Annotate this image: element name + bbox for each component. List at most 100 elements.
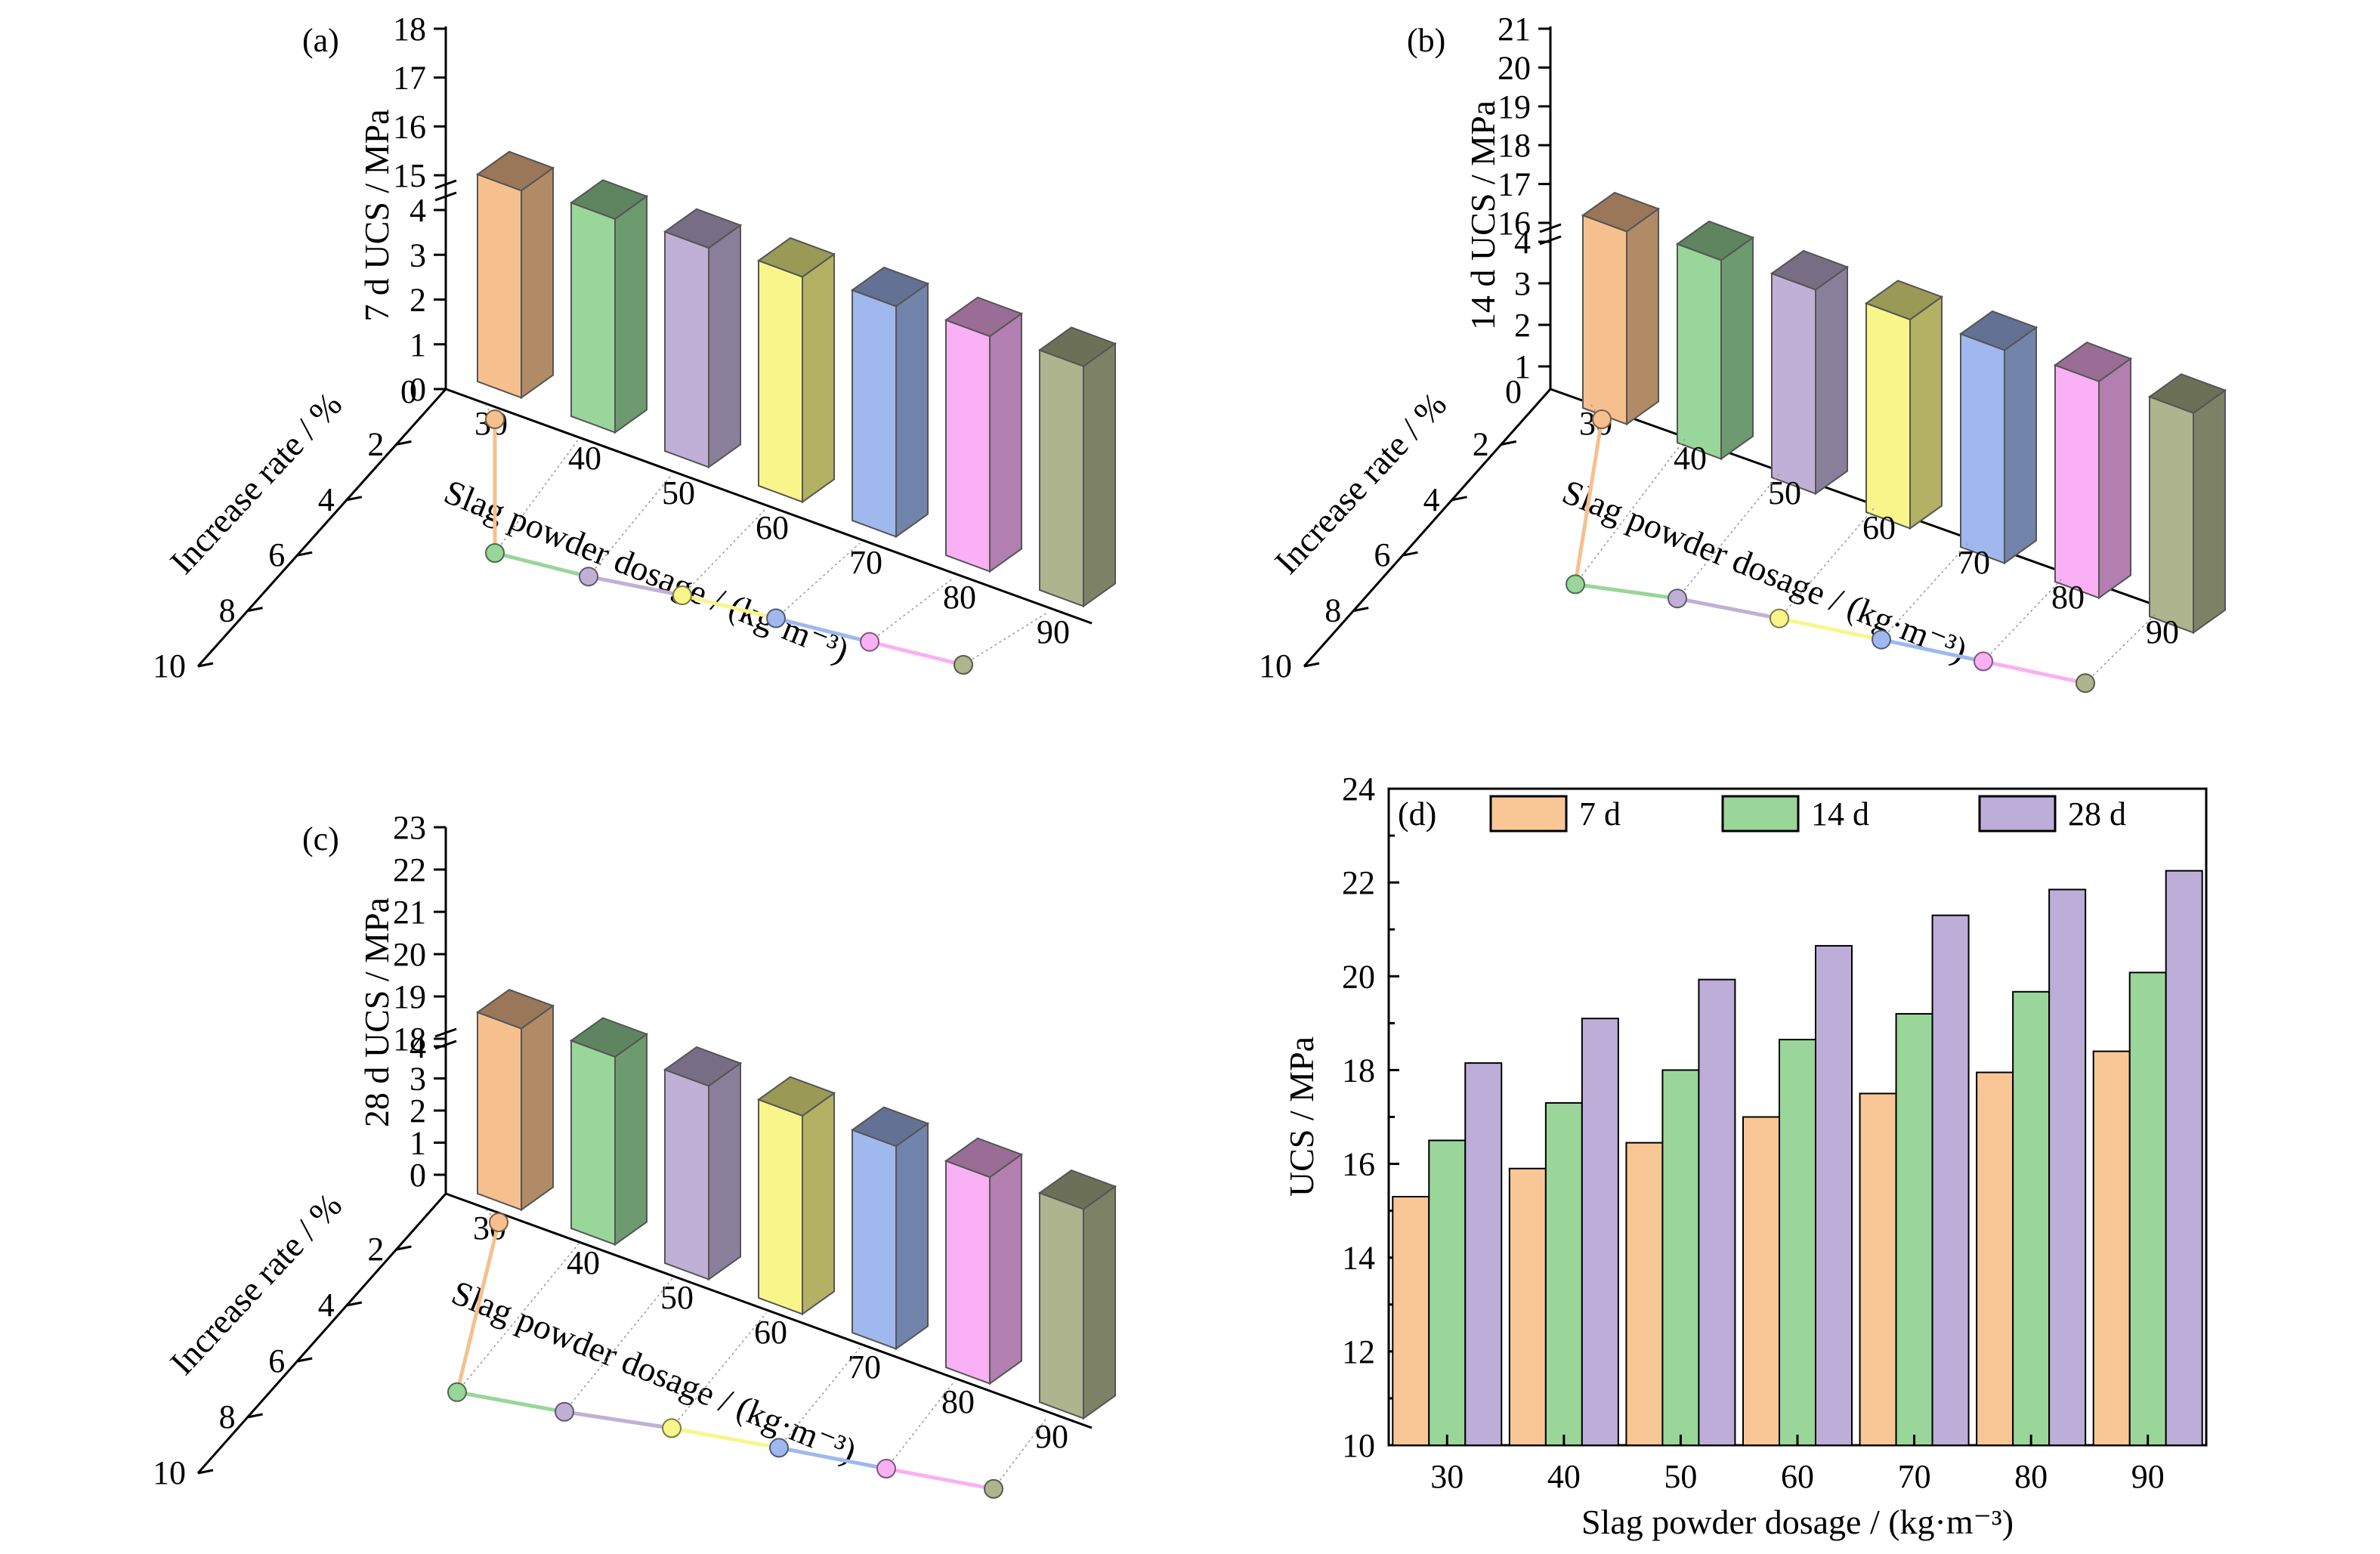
bar-30	[475, 988, 555, 1212]
bar-front-face	[852, 289, 897, 538]
y-tick-label: 0	[400, 373, 417, 410]
bar-top-face	[1581, 191, 1661, 233]
depth-tick-label: 10	[1259, 647, 1292, 684]
y-tick-label: 1	[1514, 348, 1531, 385]
projection-line	[1881, 542, 1969, 641]
y-tick-label: 17	[393, 60, 426, 97]
depth-tick-label: 2	[367, 1231, 384, 1268]
depth-tick-label: 6	[268, 536, 285, 573]
projection-line	[484, 1208, 499, 1223]
bar-side-face	[802, 1092, 835, 1316]
bar-7d-90	[2092, 1050, 2131, 1446]
y-axis-title: 7 d UCS / MPa	[357, 109, 396, 321]
bar-front-face	[1771, 272, 1816, 495]
bar-top-face	[1037, 326, 1117, 367]
bar-30	[1581, 191, 1661, 426]
x-tick-label: 90	[2146, 613, 2179, 650]
axis-break-mark	[434, 1027, 457, 1050]
bar-front-face	[945, 1160, 991, 1385]
increase-rate-segment	[494, 551, 589, 579]
depth-tick-label: 10	[153, 1454, 186, 1491]
bar-side-face	[614, 194, 648, 434]
depth-tick-mark	[1501, 440, 1517, 446]
bar-40	[569, 179, 649, 434]
bar-80	[2053, 341, 2133, 600]
bar-30	[475, 150, 555, 400]
y-tick-label: 19	[1498, 88, 1531, 125]
increase-rate-point-70	[769, 1438, 789, 1458]
y-tick-label: 21	[1498, 11, 1531, 48]
legend-item: 28 d	[1978, 795, 2126, 833]
x-tick-label: 50	[1664, 1458, 1697, 1495]
bar-front-face	[570, 1040, 616, 1246]
bar-70	[850, 1106, 930, 1351]
bar-top-face	[1675, 220, 1755, 261]
bar-70	[1958, 310, 2038, 565]
y-tick-label: 19	[393, 978, 426, 1015]
bar-front-face	[1960, 332, 2005, 564]
bar-side-face	[1815, 265, 1848, 496]
increase-rate-segment	[886, 1466, 994, 1491]
depth-tick-mark	[346, 1301, 363, 1307]
bar-top-face	[475, 150, 555, 192]
legend-item: 7 d	[1489, 795, 1621, 833]
bar-14d-50	[1661, 1069, 1700, 1447]
depth-tick-mark	[247, 1413, 263, 1419]
bar-front-face	[664, 1068, 709, 1281]
bar-top-face	[1864, 280, 1944, 321]
increase-rate-point-70	[766, 608, 786, 629]
x-tick-label: 40	[567, 1244, 600, 1281]
depth-tick-mark	[396, 440, 412, 446]
x-tick-label: 70	[848, 1349, 881, 1386]
depth-tick-mark	[247, 607, 263, 613]
projection-line	[1983, 577, 2063, 662]
bar-front-face	[2149, 395, 2194, 634]
bar-side-face	[708, 224, 741, 469]
bar-28d-80	[2048, 888, 2087, 1447]
increase-rate-segment	[588, 574, 683, 598]
projection-line	[564, 1277, 673, 1413]
bar-top-face	[663, 1046, 743, 1087]
increase-rate-segment	[456, 1390, 565, 1414]
bar-top-face	[2147, 373, 2227, 414]
increase-rate-point-90	[984, 1478, 1003, 1499]
bar-side-face	[2193, 388, 2226, 635]
depth-tick-label: 4	[1423, 481, 1440, 518]
bar-top-face	[1958, 310, 2038, 351]
projection-line	[963, 612, 1048, 666]
projection-line	[1677, 473, 1780, 599]
y-tick-label: 24	[1342, 771, 1375, 808]
bar-top-face	[756, 1076, 836, 1117]
depth-tick-mark	[1451, 496, 1467, 502]
y-tick-label: 3	[410, 236, 426, 273]
bar-top-face	[475, 988, 555, 1030]
increase-rate-point-40	[485, 543, 505, 563]
y-tick-label: 22	[393, 851, 426, 888]
y-tick-label: 10	[1342, 1427, 1375, 1464]
bar-side-face	[708, 1061, 741, 1281]
projection-line	[494, 438, 580, 554]
y-tick-label: 21	[393, 894, 426, 931]
chart-panel-d: 10 12 14 16 18 20 22 24 30 40 50 60 70 80 90 (d) 7 d 1…	[1282, 771, 2208, 1541]
y-tick-label: 4	[410, 192, 426, 229]
y-tick-label: 2	[410, 1092, 426, 1129]
x-tick-label: 50	[1768, 474, 1801, 511]
increase-rate-point-30	[1592, 409, 1612, 429]
y-tick-label: 22	[1342, 864, 1375, 901]
x-tick-label: 90	[1037, 613, 1070, 650]
bar-70	[850, 266, 930, 539]
increase-rate-segment	[1779, 616, 1882, 642]
legend-label: 28 d	[2068, 796, 2126, 833]
y-axis-label: UCS / MPa	[1282, 1037, 1321, 1197]
bar-14d-30	[1428, 1139, 1467, 1447]
x-tick-label: 60	[1781, 1458, 1814, 1495]
bar-28d-90	[2165, 870, 2203, 1446]
depth-tick-mark	[1352, 607, 1369, 613]
projection-line	[682, 508, 767, 596]
legend-label: 7 d	[1579, 796, 1621, 833]
depth-tick-mark	[396, 1245, 412, 1251]
y-tick-label: 20	[1498, 49, 1531, 86]
y-tick-label: 14	[1342, 1240, 1375, 1277]
bar-14d-90	[2128, 972, 2167, 1446]
